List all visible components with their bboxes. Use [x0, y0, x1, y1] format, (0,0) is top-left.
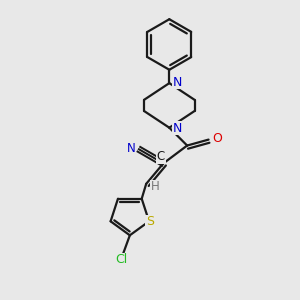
Text: N: N [173, 122, 182, 135]
Text: H: H [151, 180, 160, 193]
Text: N: N [173, 76, 182, 89]
Text: N: N [127, 142, 136, 154]
Text: O: O [212, 132, 222, 145]
Text: S: S [146, 215, 154, 228]
Text: C: C [157, 150, 165, 163]
Text: Cl: Cl [116, 254, 128, 266]
